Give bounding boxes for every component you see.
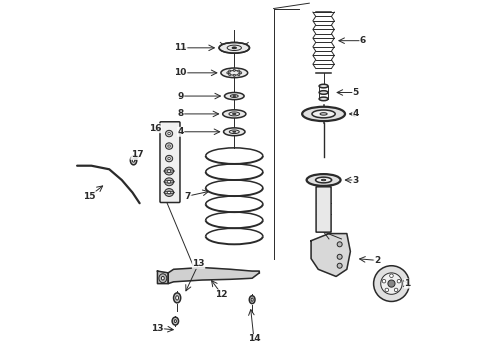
Ellipse shape bbox=[161, 276, 164, 280]
Circle shape bbox=[382, 279, 386, 283]
Circle shape bbox=[385, 288, 389, 292]
Ellipse shape bbox=[316, 177, 332, 183]
Ellipse shape bbox=[174, 320, 176, 323]
Ellipse shape bbox=[312, 110, 335, 118]
Text: 17: 17 bbox=[131, 150, 144, 159]
Polygon shape bbox=[168, 267, 259, 284]
Ellipse shape bbox=[168, 145, 171, 147]
Circle shape bbox=[233, 74, 235, 76]
Text: 6: 6 bbox=[360, 36, 366, 45]
FancyBboxPatch shape bbox=[160, 122, 180, 203]
Text: 1: 1 bbox=[404, 279, 411, 288]
Ellipse shape bbox=[168, 170, 171, 172]
Text: 10: 10 bbox=[174, 68, 187, 77]
Circle shape bbox=[238, 70, 240, 72]
Ellipse shape bbox=[168, 180, 171, 183]
Ellipse shape bbox=[219, 42, 249, 53]
Text: 5: 5 bbox=[353, 88, 359, 97]
Ellipse shape bbox=[165, 178, 173, 186]
Ellipse shape bbox=[302, 107, 345, 121]
Text: 13: 13 bbox=[151, 324, 164, 333]
Polygon shape bbox=[157, 271, 168, 284]
Text: 3: 3 bbox=[353, 176, 359, 185]
Ellipse shape bbox=[159, 274, 167, 283]
Circle shape bbox=[337, 254, 342, 259]
Ellipse shape bbox=[173, 293, 181, 303]
Ellipse shape bbox=[130, 156, 137, 165]
Text: 9: 9 bbox=[177, 91, 184, 100]
Circle shape bbox=[388, 280, 395, 287]
Circle shape bbox=[238, 73, 240, 76]
Text: 2: 2 bbox=[374, 256, 380, 265]
Circle shape bbox=[397, 279, 401, 283]
FancyBboxPatch shape bbox=[316, 187, 331, 232]
Ellipse shape bbox=[320, 113, 327, 115]
Text: 12: 12 bbox=[216, 290, 228, 299]
Circle shape bbox=[229, 73, 231, 76]
Circle shape bbox=[337, 263, 342, 268]
Text: 8: 8 bbox=[177, 109, 184, 118]
Ellipse shape bbox=[132, 158, 135, 162]
Ellipse shape bbox=[319, 91, 328, 94]
Ellipse shape bbox=[223, 128, 245, 136]
Text: 16: 16 bbox=[149, 124, 161, 133]
Circle shape bbox=[337, 242, 342, 247]
Ellipse shape bbox=[319, 97, 328, 101]
Ellipse shape bbox=[249, 296, 255, 303]
Ellipse shape bbox=[233, 95, 236, 96]
Text: 14: 14 bbox=[247, 334, 260, 343]
Ellipse shape bbox=[165, 167, 173, 175]
Circle shape bbox=[373, 266, 409, 301]
Circle shape bbox=[229, 70, 231, 72]
Ellipse shape bbox=[166, 156, 172, 162]
Circle shape bbox=[381, 273, 402, 294]
Text: 4: 4 bbox=[352, 109, 359, 118]
Text: 13: 13 bbox=[192, 260, 205, 269]
Ellipse shape bbox=[165, 189, 173, 197]
Circle shape bbox=[240, 72, 242, 74]
Ellipse shape bbox=[232, 47, 237, 49]
Ellipse shape bbox=[307, 174, 341, 186]
Circle shape bbox=[394, 288, 398, 292]
Text: 11: 11 bbox=[174, 43, 187, 52]
Ellipse shape bbox=[172, 317, 178, 325]
Ellipse shape bbox=[222, 110, 246, 118]
Ellipse shape bbox=[166, 130, 172, 137]
Ellipse shape bbox=[168, 132, 171, 135]
Ellipse shape bbox=[176, 296, 178, 300]
Ellipse shape bbox=[319, 84, 328, 88]
Ellipse shape bbox=[166, 143, 172, 149]
Ellipse shape bbox=[224, 93, 244, 100]
Polygon shape bbox=[311, 234, 350, 276]
Ellipse shape bbox=[168, 157, 171, 159]
Circle shape bbox=[233, 69, 235, 71]
Text: 4: 4 bbox=[177, 127, 184, 136]
Ellipse shape bbox=[221, 68, 247, 78]
Ellipse shape bbox=[232, 113, 236, 114]
Ellipse shape bbox=[251, 298, 253, 301]
Ellipse shape bbox=[168, 191, 171, 194]
Circle shape bbox=[390, 274, 393, 278]
Text: 7: 7 bbox=[185, 192, 191, 201]
Text: 15: 15 bbox=[83, 192, 96, 201]
Ellipse shape bbox=[233, 131, 236, 132]
Ellipse shape bbox=[321, 179, 326, 181]
Circle shape bbox=[227, 72, 229, 74]
